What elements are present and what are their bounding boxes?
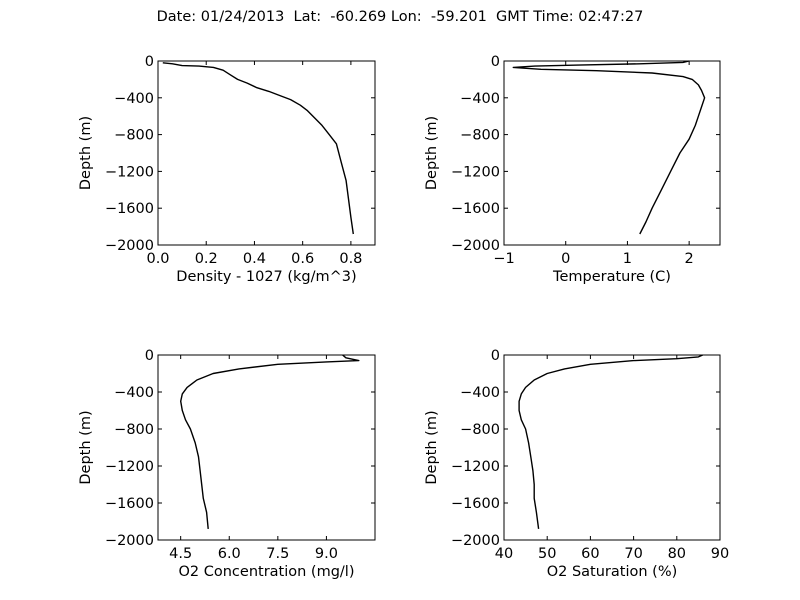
- y-tick-label: 0: [491, 348, 500, 364]
- y-tick-label: −2000: [105, 238, 154, 254]
- axes-frame: [157, 354, 376, 541]
- x-axis-label: O2 Concentration (mg/l): [179, 564, 355, 580]
- y-tick-label: −2000: [451, 238, 500, 254]
- y-tick-label: −1600: [451, 496, 500, 512]
- x-tick-label: 0.4: [243, 251, 266, 267]
- y-tick-label: −400: [114, 91, 154, 107]
- y-tick-label: 0: [145, 54, 154, 70]
- x-tick-label: 80: [668, 546, 686, 562]
- x-tick-label: 90: [711, 546, 729, 562]
- series-line-1: [518, 354, 703, 529]
- y-tick-label: −1200: [105, 164, 154, 180]
- y-tick-label: −800: [114, 128, 154, 144]
- figure-title: Date: 01/24/2013 Lat: -60.269 Lon: -59.2…: [156, 9, 644, 25]
- x-tick-label: 0.6: [291, 251, 314, 267]
- y-tick-label: −1200: [451, 164, 500, 180]
- subplot-1: 0.0 0.2 0.4 0.6 0.8 0 −400 −800 −1200 −1600 −2000 D…: [78, 54, 376, 285]
- axes-frame: [157, 60, 376, 246]
- subplot-4: 40 50 60 70 80 90 0 −400 −800 −1200 −1600 −2000 O2 S…: [424, 348, 729, 580]
- x-axis-label: Temperature (C): [552, 269, 671, 285]
- subplot-2: −1 0 1 2 0 −400 −800 −1200 −1600 −2000 Temperature…: [424, 54, 721, 285]
- x-tick-label: 0.2: [195, 251, 218, 267]
- x-tick-label: 6.0: [218, 546, 241, 562]
- series-line-1: [162, 62, 354, 235]
- y-tick-label: −400: [460, 385, 500, 401]
- x-tick-label: 60: [581, 546, 599, 562]
- y-tick-label: −400: [114, 385, 154, 401]
- subplot-3: 4.5 6.0 7.5 9.0 0 −400 −800 −1200 −1600 −2000 O2 C…: [78, 348, 376, 580]
- y-tick-label: −800: [460, 128, 500, 144]
- y-tick-label: −1600: [451, 201, 500, 217]
- y-tick-label: −800: [460, 422, 500, 438]
- x-tick-label: 70: [624, 546, 642, 562]
- series-line-1: [179, 354, 360, 529]
- y-tick-label: −1600: [105, 201, 154, 217]
- x-axis-label: O2 Saturation (%): [547, 564, 678, 580]
- y-tick-label: −1200: [451, 459, 500, 475]
- x-tick-label: 50: [538, 546, 556, 562]
- y-tick-label: −2000: [105, 533, 154, 549]
- y-axis-label: Depth (m): [424, 116, 440, 190]
- y-tick-label: −800: [114, 422, 154, 438]
- x-tick-label: 0.0: [146, 251, 169, 267]
- y-tick-label: −1600: [105, 496, 154, 512]
- y-tick-label: −1200: [105, 459, 154, 475]
- x-tick-label: 9.0: [315, 546, 338, 562]
- x-tick-label: 0: [561, 251, 570, 267]
- series-line-1: [512, 60, 706, 235]
- y-tick-label: 0: [491, 54, 500, 70]
- x-tick-label: −1: [493, 251, 514, 267]
- x-tick-label: 2: [685, 251, 694, 267]
- x-tick-label: 40: [495, 546, 513, 562]
- x-tick-label: 7.5: [266, 546, 289, 562]
- y-axis-label: Depth (m): [424, 410, 440, 484]
- x-tick-label: 1: [623, 251, 632, 267]
- axes-frame: [503, 354, 721, 541]
- x-tick-label: 4.5: [169, 546, 192, 562]
- x-tick-label: 0.8: [339, 251, 362, 267]
- y-axis-label: Depth (m): [78, 116, 94, 190]
- x-axis-label: Density - 1027 (kg/m^3): [176, 269, 356, 285]
- axes-frame: [503, 60, 721, 246]
- y-tick-label: 0: [145, 348, 154, 364]
- y-tick-label: −2000: [451, 533, 500, 549]
- y-axis-label: Depth (m): [78, 410, 94, 484]
- y-tick-label: −400: [460, 91, 500, 107]
